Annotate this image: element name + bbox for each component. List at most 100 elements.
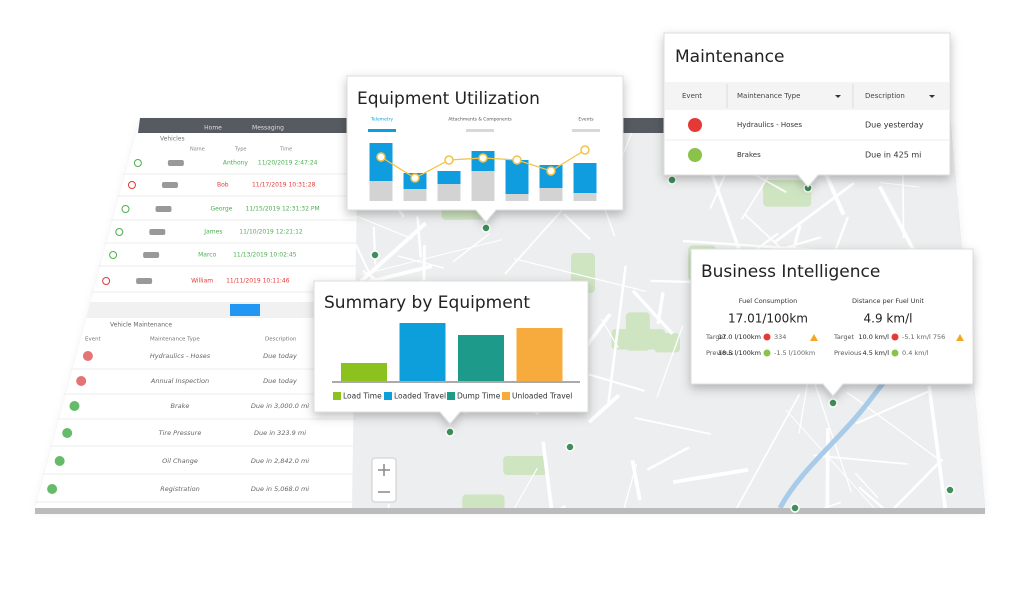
trend-point: [580, 145, 590, 155]
status-icon: [76, 376, 87, 386]
map-pins: [370, 175, 955, 513]
maint-type: Registration: [160, 485, 200, 493]
vehicle-name: Anthony: [223, 160, 249, 167]
vehicle-time: 11/15/2019 12:31:32 PM: [246, 206, 320, 213]
vehicle-name: James: [203, 229, 222, 236]
zoom-box[interactable]: [371, 457, 397, 503]
tab-indicator: [466, 129, 494, 132]
maint-type: Annual Inspection: [150, 377, 209, 385]
maint-desc: Due in 3,000.0 mi: [251, 402, 309, 410]
bar-segment: [437, 171, 461, 184]
status-icon: [54, 456, 65, 466]
street: [858, 486, 910, 508]
metric-value: 17.01/100km: [728, 312, 808, 326]
row-label: Previous: [706, 349, 734, 357]
status-dot: [891, 333, 899, 341]
street: [630, 460, 642, 501]
street: [808, 368, 853, 493]
warning-icon: [956, 334, 964, 341]
vehicle-icon: [149, 229, 166, 235]
street: [479, 467, 538, 508]
zoom-icons[interactable]: [378, 464, 390, 493]
legend-swatch: [384, 392, 392, 400]
street: [786, 501, 842, 508]
maint-type: Hydraulics - Hoses: [737, 121, 802, 129]
maint-desc: Due today: [263, 377, 297, 385]
trend-point: [410, 173, 420, 183]
maint-desc: Due in 5,068.0 mi: [251, 485, 309, 493]
status-icon: [115, 228, 124, 236]
row-label: Target: [705, 333, 727, 341]
status-icon: [688, 148, 702, 162]
tab: Telemetry: [370, 117, 394, 123]
column-header: Description: [265, 337, 297, 343]
list-title: Vehicles: [160, 136, 185, 143]
bar-segment: [539, 165, 563, 188]
street: [362, 239, 503, 275]
street: [478, 504, 567, 508]
street: [563, 213, 591, 240]
card-title: Business Intelligence: [701, 262, 880, 282]
street: [587, 393, 621, 424]
maint-type: Brakes: [737, 151, 761, 159]
column-header: Event: [85, 337, 102, 343]
map-pin: [565, 442, 575, 452]
trend-point: [478, 153, 488, 163]
section-title: Vehicle Maintenance: [110, 322, 172, 329]
bar-segment: [573, 193, 597, 201]
status-icon: [62, 428, 73, 438]
tab-indicator: [572, 129, 600, 132]
street: [734, 393, 801, 508]
maint-type: Brake: [171, 402, 190, 410]
street: [541, 441, 557, 508]
street: [600, 318, 619, 348]
column-header: Maintenance Type: [737, 92, 800, 100]
bar: [516, 328, 563, 381]
tab: Attachments & Components: [448, 117, 512, 123]
card-bg: [313, 280, 589, 425]
bi-card: Business Intelligence Fuel Consumption 17.…: [690, 248, 974, 397]
status-dot: [891, 349, 899, 357]
row-delta: 334: [774, 333, 786, 341]
vehicle-time: 11/20/2019 2:47:24: [258, 160, 318, 167]
vehicle-icon: [136, 278, 153, 284]
maint-desc: Due today: [263, 352, 297, 360]
maint-desc: Due in 323.9 mi: [254, 429, 306, 437]
bar: [341, 363, 387, 381]
street: [879, 181, 920, 188]
card-title: Equipment Utilization: [357, 89, 540, 109]
tab: Events: [578, 117, 594, 123]
street: [641, 511, 694, 601]
street: [878, 185, 919, 258]
warning-icon: [810, 334, 818, 341]
bar-segment: [403, 189, 427, 201]
legend-label: Load Time: [343, 392, 382, 401]
street: [672, 467, 749, 484]
vehicle-time: 11/13/2019 10:02:45: [233, 252, 297, 259]
trend-point: [546, 166, 556, 176]
map-pin: [481, 223, 491, 233]
sort-arrow: [835, 95, 841, 98]
status-icon: [127, 181, 136, 189]
bar-segment: [505, 194, 529, 201]
legend-swatch: [333, 392, 341, 400]
vehicle-icon: [143, 252, 160, 258]
vehicle-name: Bob: [217, 182, 229, 189]
trend-point: [376, 152, 386, 162]
bar-segment: [539, 188, 563, 201]
street: [631, 289, 674, 335]
trend-point: [512, 155, 522, 165]
map-pin: [667, 175, 677, 185]
vehicle-icon: [161, 182, 178, 188]
status-dot: [763, 333, 771, 341]
maint-type: Hydraulics - Hoses: [150, 352, 211, 360]
legend-label: Dump Time: [457, 392, 501, 401]
vehicle-name: George: [211, 206, 233, 213]
zoom-control[interactable]: [371, 457, 397, 503]
street: [612, 463, 638, 508]
street: [785, 409, 884, 508]
vehicle-time: 11/10/2019 12:21:12: [239, 229, 303, 236]
vehicle-name: Marco: [198, 252, 216, 259]
bar-segment: [437, 184, 461, 201]
street: [348, 212, 414, 240]
